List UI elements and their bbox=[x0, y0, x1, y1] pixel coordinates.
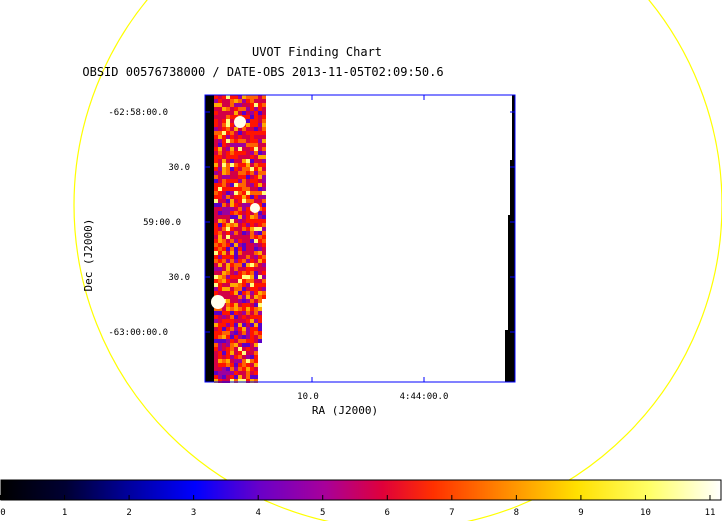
colorbar-tick-label: 7 bbox=[449, 508, 454, 518]
x-tick-label: 10.0 bbox=[297, 392, 319, 402]
y-tick-label: 59:00.0 bbox=[143, 218, 181, 228]
y-axis-label: Dec (J2000) bbox=[82, 219, 95, 292]
colorbar-tick-label: 4 bbox=[255, 508, 260, 518]
image-right-edge bbox=[505, 95, 515, 382]
colorbar-tick-label: 1 bbox=[62, 508, 67, 518]
colorbar-tick-label: 3 bbox=[191, 508, 196, 518]
colorbar-tick-label: 5 bbox=[320, 508, 325, 518]
chart-subtitle: OBSID 00576738000 / DATE-OBS 2013-11-05T… bbox=[82, 65, 443, 79]
region-circle bbox=[73, 0, 722, 521]
image-area bbox=[204, 94, 516, 383]
image-frame bbox=[204, 94, 516, 383]
x-axis-label: RA (J2000) bbox=[312, 404, 378, 417]
colorbar-tick-label: 8 bbox=[514, 508, 519, 518]
colorbar-tick-label: 11 bbox=[705, 508, 716, 518]
colorbar-tick-label: 2 bbox=[126, 508, 131, 518]
colorbar-tick-label: 0 bbox=[0, 508, 5, 518]
x-tick-label: 4:44:00.0 bbox=[400, 392, 449, 402]
y-tick-label: 30.0 bbox=[168, 273, 190, 283]
colorbar-tick-label: 9 bbox=[578, 508, 583, 518]
colorbar-tick-label: 10 bbox=[640, 508, 651, 518]
colorbar-gradient bbox=[0, 479, 722, 501]
colorbar: 0 1 2 3 4 5 6 7 8 9 10 11 bbox=[0, 479, 722, 518]
y-tick-label: -62:58:00.0 bbox=[108, 108, 168, 118]
noise-pixel-field bbox=[211, 95, 266, 383]
colorbar-tick-label: 6 bbox=[385, 508, 390, 518]
y-tick-label: 30.0 bbox=[168, 163, 190, 173]
chart-title: UVOT Finding Chart bbox=[252, 45, 382, 59]
y-tick-label: -63:00:00.0 bbox=[108, 328, 168, 338]
image-left-edge bbox=[205, 95, 214, 382]
frame-ticks bbox=[205, 95, 515, 382]
